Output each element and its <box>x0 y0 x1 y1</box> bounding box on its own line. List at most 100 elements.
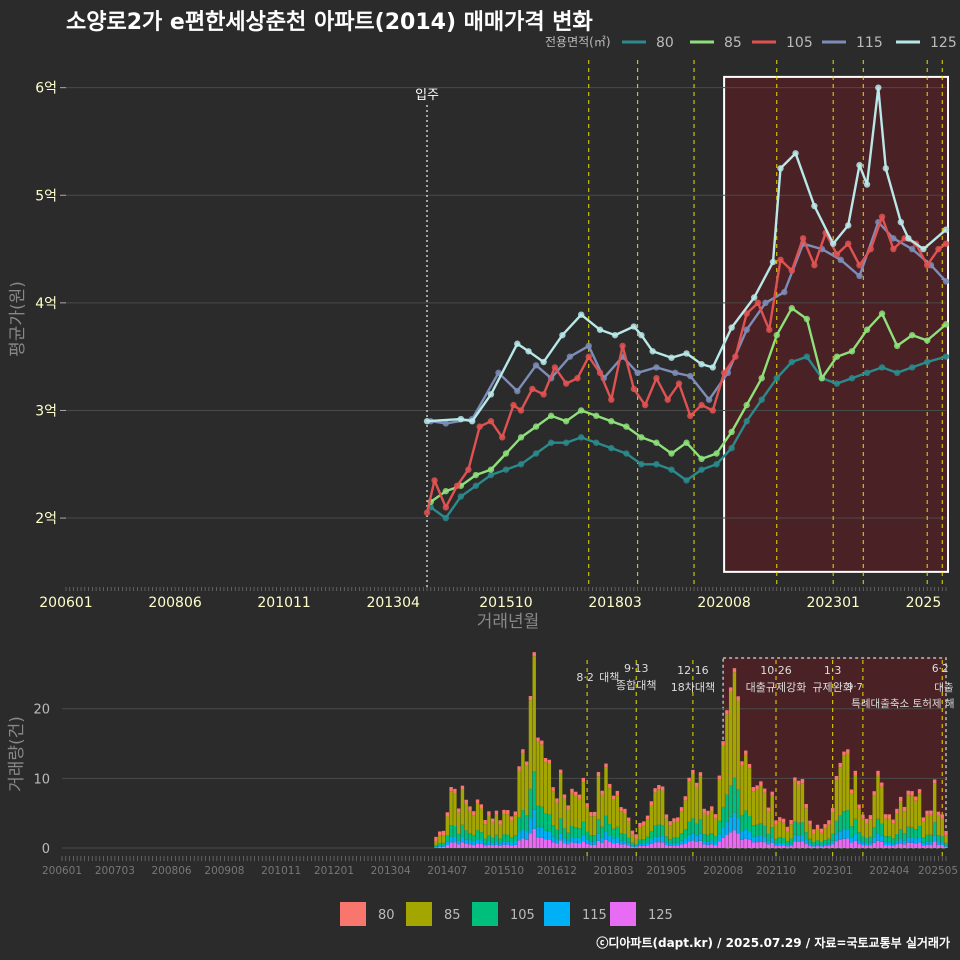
point-125 <box>457 415 465 423</box>
volume-bar-105 <box>812 842 816 846</box>
point-105 <box>574 374 581 382</box>
volume-bar-80 <box>649 801 654 806</box>
volume-bar-105 <box>778 837 782 843</box>
volume-bar-80 <box>574 791 578 796</box>
volume-bar-80 <box>747 763 752 769</box>
volume-bar-115 <box>509 842 514 846</box>
volume-bar-125 <box>475 843 480 848</box>
series-line-125 <box>426 86 947 423</box>
volume-bar-115 <box>800 835 805 842</box>
volume-bar-125 <box>902 844 907 848</box>
highlight-range <box>723 75 949 573</box>
volume-bar-105 <box>883 836 888 843</box>
volume-bar-105 <box>498 838 502 844</box>
volume-bar-80 <box>846 749 850 754</box>
point-105 <box>923 262 931 269</box>
volume-bar-125 <box>880 841 884 848</box>
volume-bar-85 <box>653 792 657 826</box>
volume-bar-85 <box>898 801 903 830</box>
volume-bar-125 <box>698 840 703 848</box>
point-105 <box>653 374 660 382</box>
volume-bar-85 <box>864 822 869 838</box>
volume-bar-115 <box>691 833 695 841</box>
volume-bar-85 <box>460 789 465 825</box>
volume-bar-105 <box>547 814 552 832</box>
volume-bar-125 <box>778 845 782 848</box>
volume-bar-85 <box>456 812 461 834</box>
volume-bar-115 <box>929 841 933 845</box>
volume-y-axis-label: 거래량(건) <box>7 716 27 792</box>
volume-bar-125 <box>914 843 918 848</box>
volume-bar-115 <box>830 840 835 845</box>
volume-bar-105 <box>642 839 646 844</box>
volume-bar-105 <box>585 831 589 840</box>
point-125 <box>525 348 532 355</box>
point-85 <box>547 412 555 420</box>
volume-bar-85 <box>585 807 589 832</box>
volume-bar-80 <box>728 687 733 692</box>
volume-x-tick-label: 201011 <box>261 865 301 877</box>
volume-bar-115 <box>513 841 518 845</box>
volume-bar-125 <box>472 844 476 848</box>
volume-bar-80 <box>838 762 842 768</box>
volume-bar-125 <box>793 841 797 848</box>
volume-bar-125 <box>706 844 710 848</box>
volume-bar-125 <box>592 844 597 848</box>
volume-bar-125 <box>721 837 725 848</box>
point-85 <box>487 466 495 473</box>
volume-bar-85 <box>751 791 756 826</box>
volume-bar-105 <box>456 833 461 841</box>
volume-bar-80 <box>600 790 604 795</box>
volume-bar-85 <box>687 781 691 822</box>
volume-bar-115 <box>536 826 540 838</box>
point-125 <box>777 165 784 172</box>
volume-bar-125 <box>619 844 623 848</box>
point-105 <box>585 353 592 360</box>
point-85 <box>698 455 705 463</box>
volume-bar-105 <box>925 834 929 842</box>
volume-bar-105 <box>849 826 854 838</box>
volume-bar-115 <box>747 832 752 841</box>
volume-bar-80 <box>528 695 533 701</box>
volume-bar-85 <box>513 815 518 836</box>
volume-bar-85 <box>747 768 752 817</box>
volume-bar-105 <box>857 832 861 841</box>
volume-bar-125 <box>498 845 502 848</box>
volume-bar-105 <box>725 794 729 822</box>
volume-bar-115 <box>517 832 521 841</box>
point-80 <box>472 482 480 489</box>
volume-bar-105 <box>864 837 869 843</box>
volume-bar-115 <box>846 829 850 839</box>
volume-bar-80 <box>861 814 865 819</box>
volume-bar-80 <box>615 790 620 796</box>
volume-bar-105 <box>936 835 941 842</box>
volume-bar-105 <box>691 818 695 834</box>
volume-bar-125 <box>490 845 495 848</box>
volume-bar-125 <box>487 844 491 848</box>
volume-x-tick-label: 201304 <box>371 865 411 877</box>
point-85 <box>818 374 826 382</box>
volume-bar-115 <box>611 838 616 844</box>
volume-x-tick-label: 201905 <box>646 865 686 877</box>
volume-bar-105 <box>460 824 465 837</box>
volume-bar-105 <box>626 837 631 843</box>
volume-bar-80 <box>917 789 922 794</box>
volume-bar-80 <box>472 811 476 816</box>
point-125 <box>709 364 717 371</box>
volume-bar-115 <box>619 840 623 845</box>
point-80 <box>547 439 555 446</box>
volume-bar-85 <box>676 821 680 838</box>
volume-bar-85 <box>619 811 623 834</box>
point-105 <box>529 385 536 393</box>
volume-bar-80 <box>815 824 820 829</box>
volume-bar-85 <box>672 822 676 838</box>
volume-bar-115 <box>524 831 529 840</box>
volume-bar-115 <box>502 841 506 845</box>
volume-bar-115 <box>494 841 499 845</box>
volume-bar-105 <box>551 825 555 837</box>
volume-bar-80 <box>479 804 484 809</box>
volume-bar-105 <box>513 835 518 842</box>
volume-bar-105 <box>604 815 608 832</box>
volume-bar-85 <box>604 767 608 816</box>
volume-bar-115 <box>766 840 771 845</box>
